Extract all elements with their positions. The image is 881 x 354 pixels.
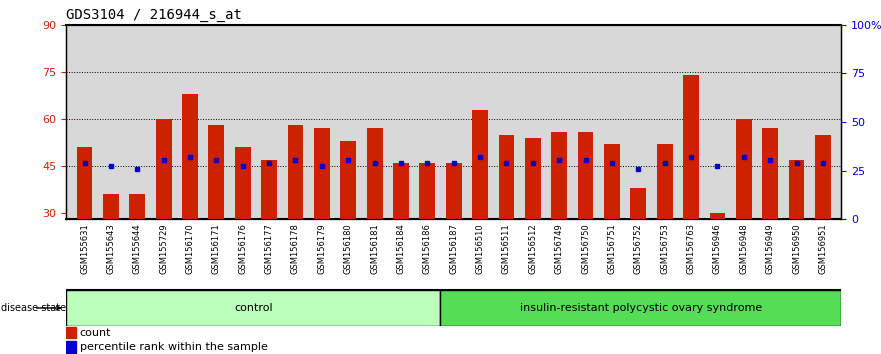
Text: GSM156170: GSM156170 xyxy=(186,223,195,274)
Bar xyxy=(261,160,277,219)
Bar xyxy=(130,194,145,219)
Bar xyxy=(366,129,382,219)
Bar xyxy=(235,147,251,219)
Text: GSM156187: GSM156187 xyxy=(449,223,458,274)
Text: GSM156511: GSM156511 xyxy=(502,223,511,274)
Text: GSM155644: GSM155644 xyxy=(133,223,142,274)
Bar xyxy=(66,290,440,326)
Bar xyxy=(340,141,356,219)
Text: GSM156512: GSM156512 xyxy=(529,223,537,274)
Text: GSM156176: GSM156176 xyxy=(238,223,248,274)
Text: GSM155729: GSM155729 xyxy=(159,223,168,274)
Bar xyxy=(209,125,225,219)
Bar xyxy=(656,144,672,219)
Bar xyxy=(525,138,541,219)
Text: GSM155631: GSM155631 xyxy=(80,223,89,274)
Text: insulin-resistant polycystic ovary syndrome: insulin-resistant polycystic ovary syndr… xyxy=(520,303,762,313)
Bar xyxy=(631,188,647,219)
Text: GSM156950: GSM156950 xyxy=(792,223,801,274)
Text: GSM156750: GSM156750 xyxy=(581,223,590,274)
Text: GSM156763: GSM156763 xyxy=(686,223,695,274)
Text: count: count xyxy=(79,328,111,338)
Text: GSM156180: GSM156180 xyxy=(344,223,352,274)
Text: GSM156177: GSM156177 xyxy=(264,223,274,274)
Text: disease state: disease state xyxy=(2,303,66,313)
Bar xyxy=(77,147,93,219)
Text: GSM156178: GSM156178 xyxy=(291,223,300,274)
Bar xyxy=(815,135,831,219)
Text: control: control xyxy=(233,303,272,313)
Text: GSM156751: GSM156751 xyxy=(607,223,617,274)
Bar xyxy=(103,194,119,219)
Bar xyxy=(683,75,699,219)
Bar xyxy=(499,135,515,219)
Bar xyxy=(578,132,594,219)
Bar xyxy=(736,119,751,219)
Text: GSM156179: GSM156179 xyxy=(317,223,326,274)
Bar xyxy=(393,163,409,219)
Bar xyxy=(156,119,172,219)
Text: GDS3104 / 216944_s_at: GDS3104 / 216944_s_at xyxy=(66,8,242,22)
Text: GSM156753: GSM156753 xyxy=(660,223,670,274)
Text: GSM156752: GSM156752 xyxy=(633,223,643,274)
Text: GSM156186: GSM156186 xyxy=(423,223,432,274)
Text: GSM155643: GSM155643 xyxy=(107,223,115,274)
Bar xyxy=(709,213,725,219)
Bar xyxy=(182,94,198,219)
Text: GSM156510: GSM156510 xyxy=(476,223,485,274)
Text: GSM156948: GSM156948 xyxy=(739,223,748,274)
Text: GSM156946: GSM156946 xyxy=(713,223,722,274)
Text: GSM156171: GSM156171 xyxy=(212,223,221,274)
Bar xyxy=(762,129,778,219)
Bar xyxy=(604,144,620,219)
Bar xyxy=(446,163,462,219)
Text: percentile rank within the sample: percentile rank within the sample xyxy=(79,342,268,352)
Bar xyxy=(419,163,435,219)
Bar xyxy=(472,110,488,219)
Text: GSM156184: GSM156184 xyxy=(396,223,405,274)
Text: GSM156951: GSM156951 xyxy=(818,223,827,274)
Text: GSM156949: GSM156949 xyxy=(766,223,774,274)
Bar xyxy=(287,125,303,219)
Text: GSM156181: GSM156181 xyxy=(370,223,379,274)
Bar xyxy=(66,341,76,353)
Text: GSM156749: GSM156749 xyxy=(555,223,564,274)
Bar xyxy=(314,129,329,219)
Bar xyxy=(66,327,76,338)
Bar xyxy=(788,160,804,219)
Bar xyxy=(552,132,567,219)
Bar xyxy=(440,290,841,326)
